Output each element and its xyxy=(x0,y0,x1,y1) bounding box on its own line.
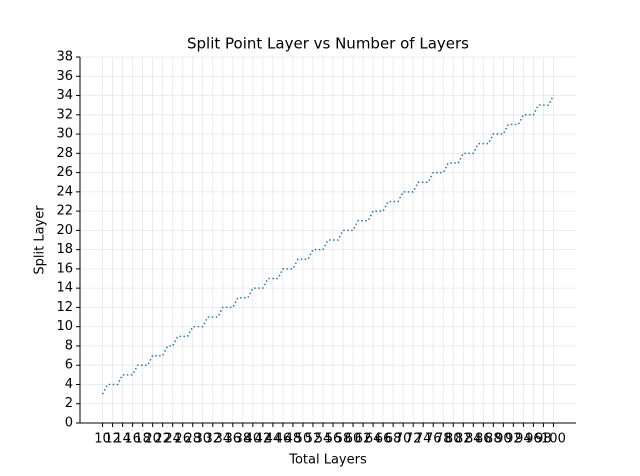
x-tick-label: 20 xyxy=(144,432,161,447)
x-tick-label: 42 xyxy=(255,432,272,447)
x-tick-label: 24 xyxy=(164,432,181,447)
x-tick-label: 16 xyxy=(124,432,141,447)
y-tick-label: 16 xyxy=(56,261,73,276)
y-tick-label: 22 xyxy=(56,204,73,219)
x-tick-label: 40 xyxy=(245,432,262,447)
x-tick-label: 60 xyxy=(345,432,362,447)
x-tick-label: 78 xyxy=(435,432,452,447)
y-tick-label: 8 xyxy=(65,338,73,353)
y-tick-label: 0 xyxy=(65,416,73,431)
x-tick-label: 46 xyxy=(275,432,292,447)
x-tick-label: 68 xyxy=(385,432,402,447)
x-tick-label: 34 xyxy=(215,432,232,447)
y-tick-label: 10 xyxy=(56,319,73,334)
x-tick-label: 52 xyxy=(305,432,322,447)
x-tick-label: 56 xyxy=(325,432,342,447)
x-tick-label: 32 xyxy=(204,432,221,447)
x-tick-label: 12 xyxy=(104,432,121,447)
x-tick-label: 98 xyxy=(535,432,552,447)
x-axis-label: Total Layers xyxy=(288,453,367,468)
x-tick-label: 82 xyxy=(455,432,472,447)
x-tick-label: 22 xyxy=(154,432,171,447)
y-tick-label: 12 xyxy=(56,300,73,315)
y-tick-label: 30 xyxy=(56,127,73,142)
x-tick-label: 86 xyxy=(475,432,492,447)
y-tick-label: 36 xyxy=(56,69,73,84)
x-tick-label: 76 xyxy=(425,432,442,447)
x-tick-label: 14 xyxy=(114,432,131,447)
x-tick-label: 28 xyxy=(184,432,201,447)
x-tick-label: 64 xyxy=(365,432,382,447)
x-tick-label: 26 xyxy=(174,432,191,447)
x-tick-label: 84 xyxy=(465,432,482,447)
x-tick-label: 18 xyxy=(134,432,151,447)
x-tick-label: 96 xyxy=(525,432,542,447)
y-tick-label: 2 xyxy=(65,396,73,411)
x-tick-label: 70 xyxy=(395,432,412,447)
y-tick-label: 18 xyxy=(56,242,73,257)
x-tick-label: 50 xyxy=(295,432,312,447)
x-tick-label: 90 xyxy=(495,432,512,447)
x-tick-label: 30 xyxy=(194,432,211,447)
y-tick-label: 34 xyxy=(56,88,73,103)
x-tick-label: 100 xyxy=(541,432,566,447)
y-tick-label: 26 xyxy=(56,165,73,180)
y-tick-label: 14 xyxy=(56,281,73,296)
y-tick-label: 32 xyxy=(56,107,73,122)
y-tick-label: 24 xyxy=(56,184,73,199)
x-tick-label: 88 xyxy=(485,432,502,447)
y-axis-label: Split Layer xyxy=(33,205,48,275)
chart-title: Split Point Layer vs Number of Layers xyxy=(187,35,469,53)
x-tick-label: 94 xyxy=(515,432,532,447)
data-line xyxy=(101,95,555,395)
x-tick-label: 58 xyxy=(335,432,352,447)
x-tick-label: 72 xyxy=(405,432,422,447)
x-tick-label: 10 xyxy=(94,432,111,447)
x-tick-label: 66 xyxy=(375,432,392,447)
y-tick-label: 20 xyxy=(56,223,73,238)
y-tick-label: 6 xyxy=(65,358,73,373)
x-tick-label: 36 xyxy=(225,432,242,447)
x-tick-label: 92 xyxy=(505,432,522,447)
y-tick-label: 38 xyxy=(56,50,73,65)
x-tick-label: 62 xyxy=(355,432,372,447)
x-tick-label: 48 xyxy=(285,432,302,447)
x-tick-label: 74 xyxy=(415,432,432,447)
y-tick-label: 4 xyxy=(65,377,73,392)
x-tick-label: 38 xyxy=(235,432,252,447)
x-tick-label: 54 xyxy=(315,432,332,447)
x-tick-label: 80 xyxy=(445,432,462,447)
y-tick-label: 28 xyxy=(56,146,73,161)
x-tick-label: 44 xyxy=(265,432,282,447)
